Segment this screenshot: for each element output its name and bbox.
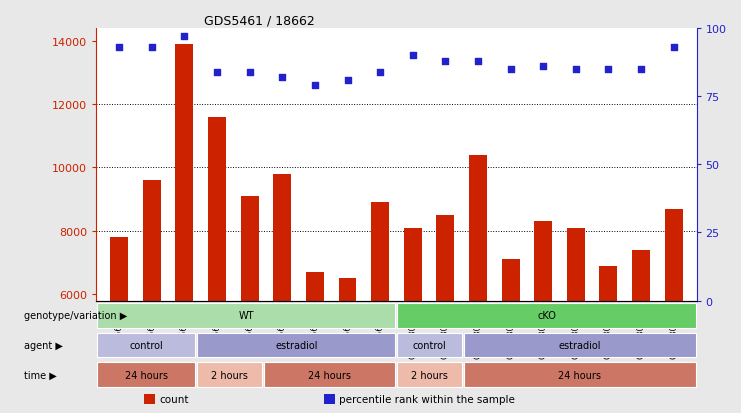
Point xyxy=(276,75,288,81)
Text: percentile rank within the sample: percentile rank within the sample xyxy=(339,394,515,404)
FancyBboxPatch shape xyxy=(97,303,396,328)
Point xyxy=(472,58,484,65)
FancyBboxPatch shape xyxy=(97,362,196,387)
Point xyxy=(668,45,679,51)
Text: agent ▶: agent ▶ xyxy=(24,340,63,350)
Bar xyxy=(502,260,519,301)
Point xyxy=(505,66,516,73)
Point xyxy=(113,45,125,51)
Bar xyxy=(371,203,389,301)
FancyBboxPatch shape xyxy=(197,362,262,387)
Bar xyxy=(110,237,128,301)
Text: genotype/variation ▶: genotype/variation ▶ xyxy=(24,311,127,320)
Bar xyxy=(632,250,650,301)
Point xyxy=(374,69,386,76)
FancyBboxPatch shape xyxy=(397,333,462,358)
Point xyxy=(146,45,158,51)
Text: 24 hours: 24 hours xyxy=(308,370,351,380)
Text: 24 hours: 24 hours xyxy=(558,370,602,380)
Bar xyxy=(436,216,454,301)
Bar xyxy=(404,228,422,301)
Bar xyxy=(144,394,155,404)
Point xyxy=(602,66,614,73)
Text: time ▶: time ▶ xyxy=(24,370,57,380)
Point xyxy=(635,66,647,73)
Text: cKO: cKO xyxy=(537,311,556,320)
Point xyxy=(179,34,190,40)
Bar xyxy=(567,228,585,301)
Bar xyxy=(306,273,324,301)
Bar xyxy=(665,209,682,301)
Bar xyxy=(599,266,617,301)
Text: 2 hours: 2 hours xyxy=(411,370,448,380)
Text: WT: WT xyxy=(239,311,254,320)
Text: 24 hours: 24 hours xyxy=(124,370,168,380)
Bar xyxy=(241,197,259,301)
Text: estradiol: estradiol xyxy=(275,340,318,350)
FancyBboxPatch shape xyxy=(197,333,396,358)
Bar xyxy=(208,117,226,301)
Point xyxy=(570,66,582,73)
Bar xyxy=(273,174,291,301)
FancyBboxPatch shape xyxy=(464,333,696,358)
Text: control: control xyxy=(130,340,163,350)
Point xyxy=(537,64,549,70)
Point xyxy=(407,53,419,59)
Text: control: control xyxy=(413,340,447,350)
Bar xyxy=(469,155,487,301)
FancyBboxPatch shape xyxy=(97,333,196,358)
FancyBboxPatch shape xyxy=(264,362,396,387)
Bar xyxy=(143,181,161,301)
FancyBboxPatch shape xyxy=(397,303,696,328)
FancyBboxPatch shape xyxy=(397,362,462,387)
Text: count: count xyxy=(159,394,189,404)
Bar xyxy=(176,45,193,301)
Point xyxy=(211,69,223,76)
Bar xyxy=(339,279,356,301)
Text: GDS5461 / 18662: GDS5461 / 18662 xyxy=(205,15,315,28)
Point xyxy=(309,83,321,89)
Point xyxy=(439,58,451,65)
Text: 2 hours: 2 hours xyxy=(211,370,248,380)
Text: estradiol: estradiol xyxy=(559,340,601,350)
Bar xyxy=(325,394,335,404)
Bar xyxy=(534,222,552,301)
Point xyxy=(244,69,256,76)
FancyBboxPatch shape xyxy=(464,362,696,387)
Point xyxy=(342,77,353,84)
